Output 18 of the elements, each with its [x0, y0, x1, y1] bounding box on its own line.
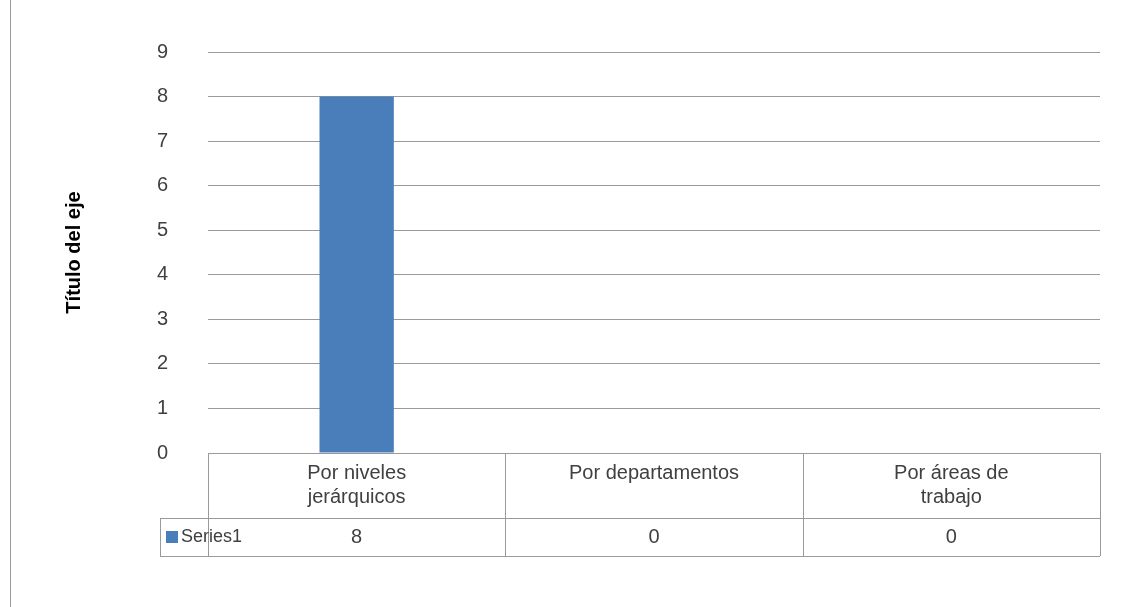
y-tick-label: 3: [156, 306, 168, 329]
y-tick-label: 4: [156, 262, 168, 285]
y-tick-label: 0: [156, 440, 168, 463]
y-axis-title: Título del eje: [61, 191, 84, 314]
y-tick-label: 9: [156, 39, 168, 62]
y-tick-label: 2: [156, 351, 168, 374]
x-tick-label: Por áreas de trabajo: [894, 460, 1009, 507]
y-tick-label: 8: [156, 84, 168, 107]
y-tick-label: 1: [156, 395, 168, 418]
x-tick-label: Por departamentos: [568, 460, 740, 483]
data-label: 8: [351, 524, 363, 547]
x-tick-label: Por niveles jerárquicos: [306, 460, 407, 507]
data-label: 0: [945, 524, 957, 547]
y-tick-label: 6: [156, 173, 168, 196]
data-label: 0: [648, 524, 660, 547]
legend-label: Series1: [181, 525, 243, 546]
y-tick-label: 5: [156, 217, 168, 240]
y-tick-label: 7: [156, 128, 168, 151]
